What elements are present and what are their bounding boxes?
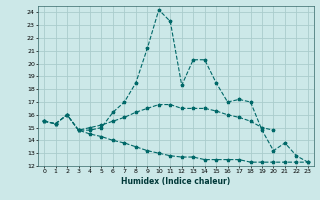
X-axis label: Humidex (Indice chaleur): Humidex (Indice chaleur) (121, 177, 231, 186)
